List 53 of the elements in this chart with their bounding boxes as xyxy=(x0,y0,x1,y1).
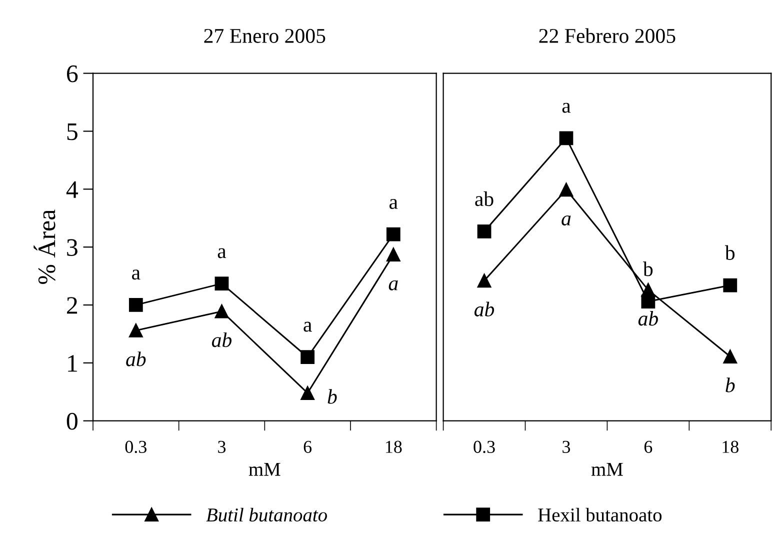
point xyxy=(128,298,143,312)
point xyxy=(723,278,738,292)
point xyxy=(477,224,492,238)
chart-title: 22 Febrero 2005 xyxy=(539,28,676,43)
data-label: a xyxy=(132,270,140,280)
data-label: b xyxy=(726,378,735,392)
x-tick-label: 6 xyxy=(644,440,652,453)
x-axis-title: mM xyxy=(248,462,280,476)
x-tick-label: 0.3 xyxy=(474,440,495,454)
x-tick-label: 6 xyxy=(304,440,312,453)
y-tick-label: 0 xyxy=(66,412,78,430)
point xyxy=(214,276,229,290)
x-tick-label: 3 xyxy=(562,440,570,453)
point xyxy=(477,274,492,288)
data-label: ab xyxy=(474,302,494,316)
x-tick-label: 18 xyxy=(722,440,738,453)
y-axis-title: % Área xyxy=(34,210,56,284)
y-tick-label: 2 xyxy=(67,297,78,314)
point xyxy=(214,304,229,318)
point xyxy=(723,350,738,364)
legend-label: Hexil butanoato xyxy=(538,508,662,522)
point xyxy=(386,227,400,242)
data-label: a xyxy=(562,215,571,226)
point xyxy=(300,386,315,400)
data-label: b xyxy=(642,262,653,276)
data-label: a xyxy=(304,322,312,332)
point xyxy=(386,248,400,262)
y-tick-label: 4 xyxy=(66,181,78,198)
data-label: a xyxy=(562,102,571,113)
y-tick-label: 6 xyxy=(66,65,78,82)
data-label: ab xyxy=(126,352,146,366)
data-label: ab xyxy=(212,332,232,348)
data-label: a xyxy=(218,248,226,258)
x-tick-label: 18 xyxy=(386,440,402,453)
data-label: b xyxy=(328,389,337,404)
data-label: a xyxy=(390,199,398,209)
chart-title: 27 Enero 2005 xyxy=(204,28,326,43)
x-axis-title: mM xyxy=(591,462,623,476)
point xyxy=(559,131,574,146)
x-tick-label: 3 xyxy=(218,440,226,453)
data-label: a xyxy=(388,280,398,290)
legend-label: Butil butanoato xyxy=(206,508,327,522)
x-tick-label: 0.3 xyxy=(125,440,146,454)
point xyxy=(559,182,574,197)
y-tick-label: 5 xyxy=(67,124,78,140)
point xyxy=(641,294,656,308)
data-label: ab xyxy=(638,311,658,326)
data-label: b xyxy=(724,245,735,260)
data-label: ab xyxy=(475,191,494,206)
point xyxy=(128,324,143,338)
y-tick-label: 3 xyxy=(67,239,78,256)
y-tick-label: 1 xyxy=(68,355,77,372)
point xyxy=(300,350,315,364)
